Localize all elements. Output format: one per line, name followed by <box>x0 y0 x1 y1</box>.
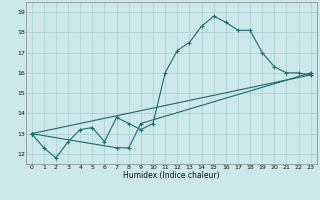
X-axis label: Humidex (Indice chaleur): Humidex (Indice chaleur) <box>123 171 220 180</box>
